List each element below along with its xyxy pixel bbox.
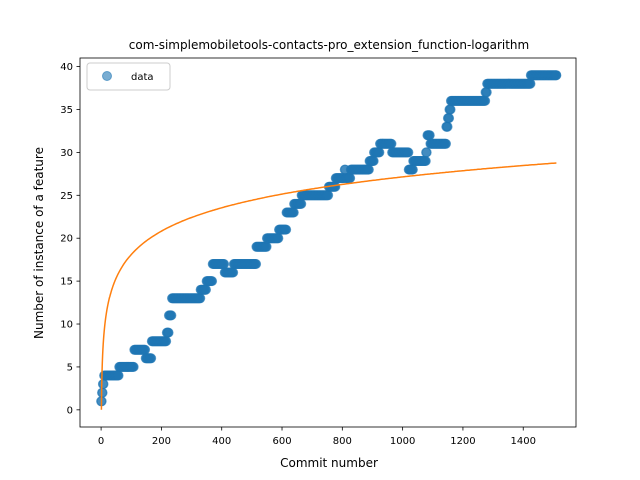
x-axis-label: Commit number (280, 456, 378, 470)
data-point (374, 147, 385, 158)
data-point (281, 224, 292, 235)
y-tick-label: 35 (60, 105, 73, 116)
y-tick-label: 25 (60, 191, 73, 202)
data-point (195, 293, 206, 304)
data-point (97, 387, 108, 398)
data-point (345, 173, 356, 184)
y-tick-label: 30 (60, 148, 73, 159)
y-tick-label: 15 (60, 277, 73, 288)
data-point (445, 104, 456, 115)
fit-line (100, 162, 557, 410)
data-point (140, 344, 151, 355)
data-points (96, 70, 562, 407)
data-point (442, 121, 453, 132)
x-tick-label: 0 (98, 436, 104, 447)
data-point (323, 190, 334, 201)
y-tick-label: 40 (60, 62, 73, 73)
data-point (163, 327, 174, 338)
x-tick-label: 400 (212, 436, 231, 447)
data-point (525, 78, 536, 89)
data-point (161, 336, 172, 347)
data-point (273, 233, 284, 244)
data-point (424, 130, 435, 141)
chart-title: com-simplemobiletools-contacts-pro_exten… (129, 38, 529, 52)
data-point (441, 138, 451, 149)
x-tick-label: 1200 (450, 436, 475, 447)
data-point (403, 147, 414, 158)
x-tick-label: 600 (272, 436, 291, 447)
data-point (368, 156, 379, 166)
data-point (251, 259, 262, 269)
legend-box (86, 62, 171, 91)
data-point (261, 241, 272, 252)
y-tick-label: 0 (67, 405, 73, 416)
y-tick-label: 10 (60, 320, 73, 331)
data-point (444, 113, 455, 124)
x-tick-label: 1000 (390, 436, 415, 447)
x-tick-label: 1400 (511, 436, 536, 447)
data-point (146, 353, 157, 364)
x-tick-label: 800 (333, 436, 352, 447)
axes: 0 200 400 600 800 1000 1200 1400 0 5 10 15 20 25 30 35 4… (60, 57, 577, 447)
plot-area (96, 70, 562, 410)
data-point (296, 198, 307, 209)
data-point (407, 164, 418, 175)
x-tick-label: 200 (152, 436, 171, 447)
data-point (98, 379, 109, 390)
data-point (288, 207, 299, 218)
data-point (219, 259, 230, 269)
data-point (420, 156, 431, 166)
data-point (386, 138, 397, 149)
data-point (128, 361, 139, 372)
plot-frame (79, 57, 577, 428)
legend: data (86, 62, 171, 91)
data-point (201, 284, 211, 295)
fit-line-group (100, 162, 557, 410)
legend-marker-data (102, 71, 112, 81)
data-point (207, 276, 218, 287)
y-tick-label: 20 (60, 234, 73, 245)
data-point (421, 147, 432, 158)
data-point (228, 267, 239, 278)
legend-label-data: data (131, 72, 154, 83)
y-tick-label: 5 (67, 362, 73, 373)
data-point (363, 164, 374, 175)
data-point (481, 87, 492, 98)
data-point (480, 95, 491, 106)
data-point (551, 70, 562, 81)
data-point (330, 181, 341, 192)
data-point (113, 370, 124, 381)
data-point (166, 310, 177, 321)
data-series (96, 70, 562, 407)
y-axis-label: Number of instance of a feature (32, 147, 46, 339)
